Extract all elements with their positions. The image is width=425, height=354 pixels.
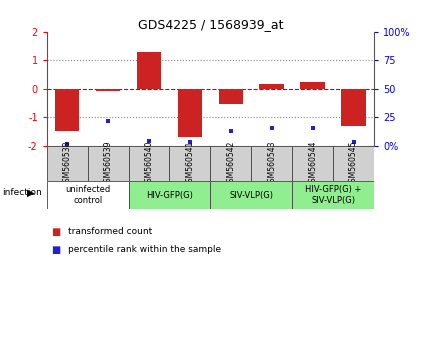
- Text: ▶: ▶: [27, 188, 34, 198]
- Bar: [137, 52, 161, 89]
- Bar: [292, 145, 333, 181]
- Bar: [251, 145, 292, 181]
- Text: HIV-GFP(G) +
SIV-VLP(G): HIV-GFP(G) + SIV-VLP(G): [305, 185, 361, 205]
- Text: ■: ■: [51, 227, 60, 237]
- Title: GDS4225 / 1568939_at: GDS4225 / 1568939_at: [138, 18, 283, 31]
- Text: transformed count: transformed count: [68, 227, 152, 236]
- Bar: [96, 89, 120, 91]
- Text: GSM560538: GSM560538: [63, 140, 72, 187]
- Text: uninfected
control: uninfected control: [65, 185, 110, 205]
- Bar: [292, 181, 374, 209]
- Bar: [341, 89, 366, 126]
- Text: ■: ■: [51, 245, 60, 255]
- Bar: [170, 145, 210, 181]
- Bar: [259, 84, 284, 89]
- Bar: [47, 181, 128, 209]
- Text: GSM560545: GSM560545: [349, 140, 358, 187]
- Bar: [210, 145, 251, 181]
- Text: GSM560539: GSM560539: [104, 140, 113, 187]
- Text: infection: infection: [2, 188, 42, 198]
- Bar: [210, 181, 292, 209]
- Text: GSM560540: GSM560540: [144, 140, 153, 187]
- Bar: [178, 89, 202, 137]
- Text: HIV-GFP(G): HIV-GFP(G): [146, 190, 193, 200]
- Bar: [218, 89, 243, 104]
- Text: GSM560544: GSM560544: [308, 140, 317, 187]
- Text: GSM560543: GSM560543: [267, 140, 276, 187]
- Text: percentile rank within the sample: percentile rank within the sample: [68, 245, 221, 254]
- Bar: [128, 181, 210, 209]
- Bar: [128, 145, 170, 181]
- Bar: [55, 89, 79, 131]
- Bar: [300, 82, 325, 89]
- Text: SIV-VLP(G): SIV-VLP(G): [229, 190, 273, 200]
- Bar: [47, 145, 88, 181]
- Bar: [88, 145, 128, 181]
- Text: GSM560541: GSM560541: [185, 140, 194, 187]
- Bar: [333, 145, 374, 181]
- Text: GSM560542: GSM560542: [227, 140, 235, 187]
